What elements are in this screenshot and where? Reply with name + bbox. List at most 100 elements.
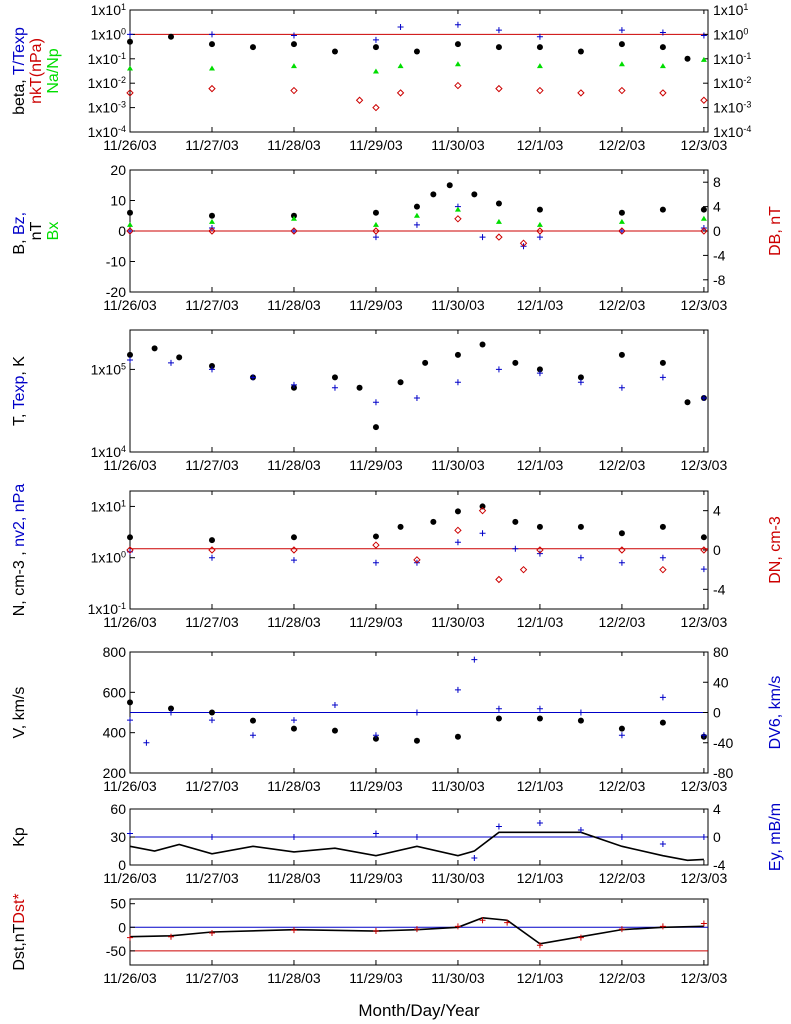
point-v bbox=[167, 705, 174, 712]
y2-axis-label: DB, nT bbox=[767, 206, 784, 256]
x-tick-label: 12/3/03 bbox=[681, 137, 728, 153]
y-tick-label: 1x101 bbox=[91, 2, 126, 18]
point-bz bbox=[413, 221, 420, 228]
point-dn bbox=[413, 556, 421, 564]
point-t bbox=[512, 359, 519, 366]
point-nkt bbox=[577, 89, 585, 97]
y2-tick-label: 80 bbox=[713, 644, 729, 660]
point-dst bbox=[372, 928, 379, 935]
point-nv2 bbox=[618, 559, 625, 566]
point-db bbox=[454, 215, 462, 223]
x-tick-label: 11/27/03 bbox=[185, 457, 239, 473]
y-tick-label: 1x10-1 bbox=[88, 51, 126, 67]
point-beta bbox=[167, 33, 174, 40]
plot-frame bbox=[129, 898, 709, 966]
y-tick-label: 1x10-4 bbox=[88, 124, 126, 140]
point-t bbox=[208, 362, 215, 369]
point-t bbox=[479, 341, 486, 348]
point-texp bbox=[454, 379, 461, 386]
y-tick-label: 20 bbox=[110, 162, 126, 178]
point-ttexp bbox=[454, 21, 461, 28]
point-dn bbox=[700, 546, 708, 554]
point-b bbox=[430, 191, 437, 198]
point-nanp bbox=[700, 56, 707, 62]
point-nkt bbox=[355, 96, 364, 104]
point-bx bbox=[413, 212, 420, 218]
x-tick-label: 11/28/03 bbox=[267, 970, 321, 986]
point-texp bbox=[208, 366, 215, 373]
point-ttexp bbox=[700, 32, 707, 39]
point-t bbox=[659, 359, 666, 366]
point-v bbox=[577, 717, 584, 724]
y2-tick-label: -80 bbox=[713, 765, 733, 781]
point-bx bbox=[618, 218, 625, 224]
point-dn bbox=[519, 565, 528, 574]
point-texp bbox=[127, 356, 133, 363]
point-nanp bbox=[454, 61, 461, 67]
x-tick-label: 12/2/03 bbox=[599, 778, 646, 794]
point-t bbox=[151, 345, 158, 352]
point-bx bbox=[290, 215, 297, 221]
point-t bbox=[536, 366, 543, 373]
point-bz bbox=[290, 228, 297, 234]
point-b bbox=[495, 200, 502, 207]
x-tick-label: 12/2/03 bbox=[599, 297, 646, 313]
x-tick-label: 11/26/03 bbox=[103, 778, 157, 794]
point-nv2 bbox=[479, 530, 486, 537]
point-db bbox=[618, 227, 626, 235]
point-beta bbox=[331, 48, 338, 55]
point-v bbox=[659, 719, 666, 726]
point-nkt bbox=[618, 86, 626, 95]
x-tick-label: 11/30/03 bbox=[431, 970, 485, 986]
y-label-part: T/Texp bbox=[11, 27, 28, 75]
point-n bbox=[372, 533, 379, 540]
point-texp bbox=[659, 374, 666, 381]
point-n bbox=[618, 530, 625, 537]
point-n bbox=[479, 503, 486, 510]
panel-p2: -20 -10 0 10 20 -8 -4 0 4 8 11/26/03 11/27/03 11/28/… bbox=[11, 162, 784, 313]
point-texp bbox=[167, 359, 174, 366]
point-n bbox=[536, 523, 543, 530]
point-dst bbox=[413, 926, 420, 933]
x-tick-label: 11/27/03 bbox=[185, 778, 239, 794]
point-dv6 bbox=[331, 701, 338, 708]
x-tick-label: 11/28/03 bbox=[267, 457, 321, 473]
point-ey bbox=[495, 823, 502, 830]
y-tick-label: 60 bbox=[110, 801, 126, 817]
point-dn bbox=[478, 506, 487, 515]
point-bx bbox=[700, 215, 707, 221]
y-label-part: , K bbox=[11, 356, 28, 376]
x-tick-label: 11/27/03 bbox=[185, 614, 239, 630]
point-bz bbox=[618, 228, 625, 234]
point-texp bbox=[331, 384, 338, 391]
point-ey bbox=[471, 855, 478, 861]
y2-tick-label: 0 bbox=[713, 829, 721, 845]
x-tick-label: 11/29/03 bbox=[349, 778, 403, 794]
y2-tick-label: 8 bbox=[713, 174, 721, 190]
y-tick-label: 1x10-2 bbox=[88, 75, 126, 91]
point-t bbox=[577, 374, 584, 381]
point-n bbox=[290, 534, 297, 541]
point-ttexp bbox=[208, 31, 215, 38]
point-beta bbox=[372, 44, 379, 51]
y-label-part: T, bbox=[11, 409, 28, 426]
point-dn bbox=[495, 575, 503, 584]
y2-tick-label: -8 bbox=[713, 272, 726, 288]
point-ey bbox=[577, 827, 584, 833]
point-texp bbox=[249, 374, 256, 381]
point-ey bbox=[413, 834, 420, 840]
point-dv6 bbox=[372, 732, 379, 739]
y-label-part: beta, bbox=[11, 75, 28, 115]
x-tick-label: 11/30/03 bbox=[431, 297, 485, 313]
y2-axis-label: DN, cm-3 bbox=[767, 516, 784, 584]
y-label-part: N, cm-3 , bbox=[11, 547, 28, 616]
point-t bbox=[127, 351, 133, 358]
y-tick-label: 800 bbox=[103, 644, 127, 660]
point-ttexp bbox=[618, 27, 625, 34]
point-nkt bbox=[659, 89, 667, 97]
point-ttexp bbox=[372, 36, 379, 43]
point-texp bbox=[290, 381, 297, 388]
point-ey bbox=[700, 834, 707, 840]
point-dst bbox=[290, 927, 297, 934]
